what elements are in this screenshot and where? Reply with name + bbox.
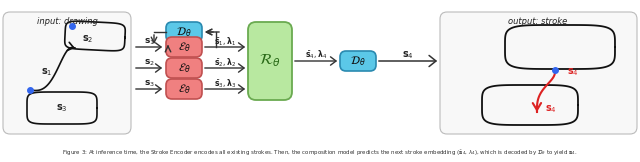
Text: $\bar{\mathbf{s}}_1, \boldsymbol{\lambda}_1$: $\bar{\mathbf{s}}_1, \boldsymbol{\lambda… — [214, 36, 236, 48]
FancyBboxPatch shape — [440, 12, 637, 134]
Text: $\mathcal{E}_\theta$: $\mathcal{E}_\theta$ — [177, 82, 191, 96]
Text: $\mathbf{s}_3$: $\mathbf{s}_3$ — [143, 79, 154, 89]
Text: output: stroke: output: stroke — [508, 17, 568, 26]
Text: $\mathbf{s}_4$: $\mathbf{s}_4$ — [567, 66, 579, 78]
Text: $\mathbf{s}_1$: $\mathbf{s}_1$ — [41, 66, 52, 78]
Text: $\bar{\mathbf{s}}_4, \boldsymbol{\lambda}_4$: $\bar{\mathbf{s}}_4, \boldsymbol{\lambda… — [305, 49, 327, 61]
FancyBboxPatch shape — [166, 79, 202, 99]
Text: $\mathcal{E}_\theta$: $\mathcal{E}_\theta$ — [177, 61, 191, 75]
Text: $\mathbf{s}_4$: $\mathbf{s}_4$ — [402, 49, 414, 61]
Text: $\mathcal{D}_\theta$: $\mathcal{D}_\theta$ — [176, 25, 192, 39]
Text: $\mathbf{s}_2$: $\mathbf{s}_2$ — [83, 33, 93, 45]
FancyBboxPatch shape — [340, 51, 376, 71]
Text: $\mathcal{D}_\theta$: $\mathcal{D}_\theta$ — [350, 54, 366, 68]
Text: $\mathbf{s}_2$: $\mathbf{s}_2$ — [143, 58, 154, 68]
Text: $\mathcal{R}_\theta$: $\mathcal{R}_\theta$ — [259, 53, 281, 69]
Text: input: drawing: input: drawing — [36, 17, 97, 26]
FancyBboxPatch shape — [166, 22, 202, 42]
Text: $\bar{\mathbf{s}}_3, \boldsymbol{\lambda}_3$: $\bar{\mathbf{s}}_3, \boldsymbol{\lambda… — [214, 78, 236, 90]
Text: $\mathbf{s}_3$: $\mathbf{s}_3$ — [56, 102, 68, 114]
Text: $\mathbf{s}_1$: $\mathbf{s}_1$ — [143, 37, 154, 47]
Text: $\mathbf{s}_4$: $\mathbf{s}_4$ — [545, 103, 557, 115]
Text: $\bar{\mathbf{s}}_2, \boldsymbol{\lambda}_2$: $\bar{\mathbf{s}}_2, \boldsymbol{\lambda… — [214, 57, 236, 69]
Text: $\mathcal{E}_\theta$: $\mathcal{E}_\theta$ — [177, 40, 191, 54]
FancyBboxPatch shape — [166, 37, 202, 57]
Text: Figure 3: At inference time, the Stroke Encoder encodes all existing strokes. Th: Figure 3: At inference time, the Stroke … — [62, 149, 578, 158]
FancyBboxPatch shape — [3, 12, 131, 134]
FancyBboxPatch shape — [166, 58, 202, 78]
FancyBboxPatch shape — [248, 22, 292, 100]
